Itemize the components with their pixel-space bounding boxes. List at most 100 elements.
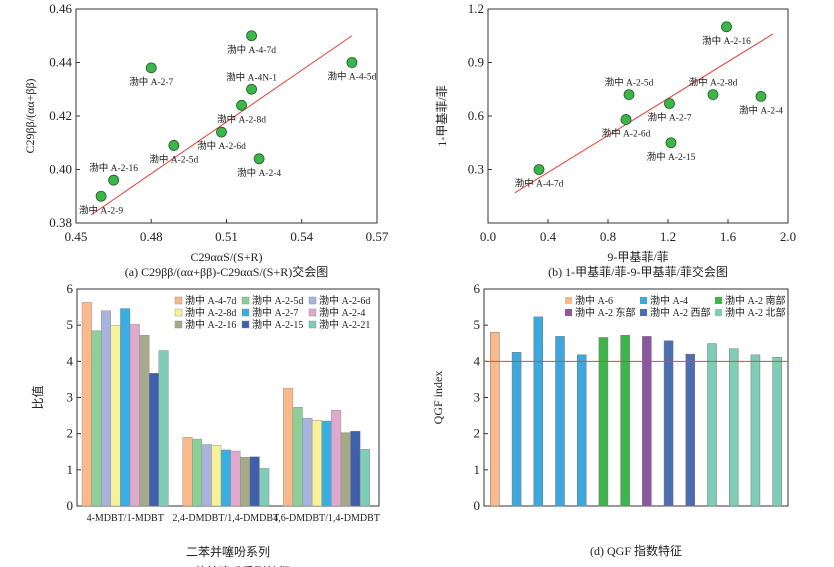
y-axis-label: 1-甲基菲/菲 bbox=[435, 85, 449, 146]
y-tick-label: 3 bbox=[474, 390, 481, 405]
data-point bbox=[664, 98, 675, 109]
panel-caption: (d) QGF 指数特征 bbox=[590, 543, 682, 558]
point-label: 渤中 A-4-7d bbox=[227, 44, 276, 56]
bar bbox=[110, 324, 121, 507]
y-tick-label: 0.42 bbox=[49, 108, 72, 123]
bar bbox=[331, 409, 342, 507]
point-label: 渤中 A-4-5d bbox=[328, 71, 377, 83]
bar bbox=[220, 449, 231, 507]
data-point bbox=[95, 190, 107, 202]
bar bbox=[685, 353, 696, 507]
bar bbox=[598, 337, 609, 507]
data-point bbox=[707, 89, 719, 100]
bar bbox=[259, 468, 270, 507]
legend-swatch bbox=[308, 296, 317, 305]
bar bbox=[707, 343, 717, 507]
legend-label: 渤中 A-2 西部 bbox=[650, 306, 711, 319]
data-point bbox=[253, 153, 265, 165]
y-tick-label: 0.9 bbox=[468, 55, 484, 70]
y-tick-label: 2 bbox=[474, 426, 481, 441]
legend-swatch bbox=[308, 320, 317, 329]
point-label: 渤中 A-2-15 bbox=[647, 151, 696, 163]
point-label: 渤中 A-4-7d bbox=[515, 178, 564, 190]
data-point bbox=[721, 21, 732, 33]
x-axis-label: C29ααS/(S+R) bbox=[190, 250, 262, 264]
y-tick-label: 4 bbox=[67, 353, 74, 368]
y-tick-label: 0.40 bbox=[49, 162, 72, 177]
y-tick-label: 2 bbox=[67, 426, 74, 441]
y-tick-label: 5 bbox=[67, 317, 74, 332]
bar bbox=[576, 354, 587, 507]
legend-label: 渤中 A-6 bbox=[575, 294, 613, 307]
category-label: 4-MDBT/1-MDBT bbox=[87, 513, 164, 524]
data-point bbox=[346, 57, 358, 68]
data-point bbox=[108, 174, 120, 186]
x-tick-label: 0.8 bbox=[600, 229, 616, 244]
y-tick-label: 0 bbox=[67, 498, 74, 513]
x-tick-label: 0.57 bbox=[366, 229, 389, 244]
bar bbox=[302, 417, 313, 507]
data-point bbox=[623, 89, 635, 100]
category-label: 2,4-DMDBT/1,4-DMDBT bbox=[173, 513, 280, 524]
legend-label: 渤中 A-2-6d bbox=[319, 294, 370, 307]
y-tick-label: 0.38 bbox=[49, 215, 72, 230]
panel-caption: (c) 二苯并噻吩系列特征 bbox=[166, 564, 290, 567]
legend-swatch bbox=[241, 296, 250, 305]
y-axis-label: C29ββ/(αα+ββ) bbox=[23, 78, 37, 153]
legend-label: 渤中 A-2 北部 bbox=[725, 306, 786, 319]
bar bbox=[620, 335, 630, 507]
bar bbox=[359, 449, 370, 507]
bar bbox=[100, 310, 111, 507]
y-tick-label: 1 bbox=[474, 462, 481, 477]
legend-label: 渤中 A-2-15 bbox=[252, 318, 303, 331]
x-tick-label: 1.6 bbox=[720, 229, 737, 244]
point-label: 渤中 A-2-5d bbox=[149, 153, 198, 165]
y-tick-label: 0.44 bbox=[49, 55, 72, 70]
y-tick-label: 3 bbox=[67, 390, 74, 405]
trend-line bbox=[514, 33, 774, 194]
data-point bbox=[246, 83, 257, 95]
bar bbox=[148, 373, 159, 507]
legend-label: 渤中 A-2 东部 bbox=[575, 306, 636, 319]
y-tick-label: 4 bbox=[474, 353, 481, 368]
bar bbox=[192, 438, 203, 507]
bar bbox=[728, 348, 739, 507]
bar bbox=[91, 330, 102, 507]
bar bbox=[642, 336, 652, 507]
legend-label: 渤中 A-2-16 bbox=[185, 318, 236, 331]
bar bbox=[311, 420, 322, 507]
point-label: 渤中 A-2-16 bbox=[702, 35, 751, 47]
bar bbox=[321, 420, 332, 507]
bar bbox=[201, 444, 212, 507]
bar bbox=[129, 324, 140, 507]
data-point bbox=[246, 30, 257, 42]
bar bbox=[158, 350, 169, 507]
bar bbox=[230, 450, 241, 507]
bar bbox=[211, 445, 222, 507]
point-label: 渤中 A-2-5d bbox=[605, 77, 654, 89]
legend-label: 渤中 A-2-4 bbox=[319, 306, 365, 319]
y-tick-label: 6 bbox=[67, 281, 74, 296]
point-label: 渤中 A-2-9 bbox=[79, 204, 123, 216]
bar bbox=[750, 354, 761, 507]
category-label: 4,6-DMDBT/1,4-DMDBT bbox=[273, 513, 380, 524]
data-point bbox=[216, 126, 227, 138]
panel-caption: (a) C29ββ/(αα+ββ)-C29ααS/(S+R)交会图 bbox=[125, 264, 328, 279]
y-tick-label: 0.6 bbox=[468, 108, 485, 123]
point-label: 渤中 A-2-6d bbox=[197, 140, 246, 152]
point-label: 渤中 A-2-4 bbox=[237, 167, 281, 179]
y-tick-label: 1.2 bbox=[468, 1, 484, 16]
x-tick-label: 0.54 bbox=[290, 229, 313, 244]
x-tick-label: 0.4 bbox=[540, 229, 557, 244]
y-tick-label: 0.3 bbox=[468, 162, 484, 177]
legend-swatch bbox=[565, 297, 572, 304]
legend-swatch bbox=[241, 320, 250, 329]
x-tick-label: 0.0 bbox=[480, 229, 496, 244]
data-point bbox=[533, 164, 545, 175]
data-point bbox=[620, 114, 632, 125]
data-point bbox=[145, 62, 157, 74]
y-tick-label: 1 bbox=[67, 462, 74, 477]
legend-label: 渤中 A-4-7d bbox=[185, 294, 236, 307]
